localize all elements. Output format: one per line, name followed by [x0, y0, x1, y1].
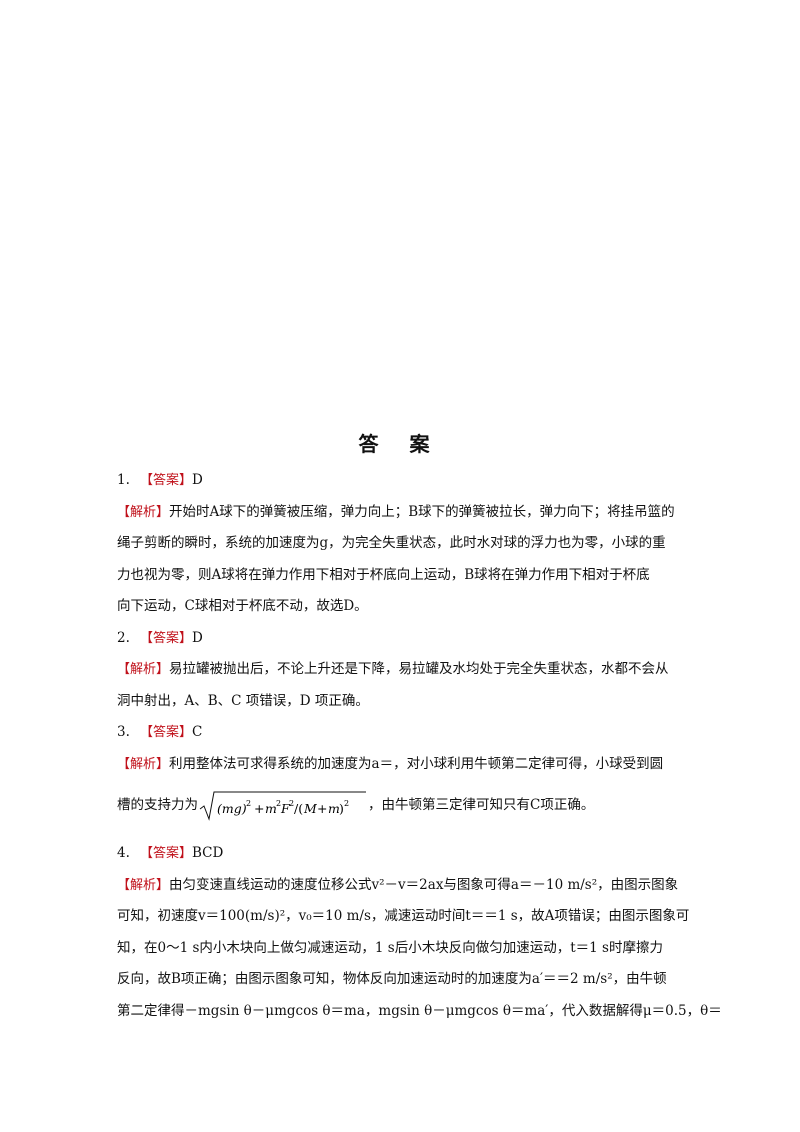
- svg-text:/(: /(: [294, 801, 303, 816]
- analysis-line: 反向，故B项正确；由图示图象可知，物体反向加速运动时的加速度为a′＝＝2 m/s…: [117, 971, 667, 987]
- item-number: 1.: [117, 472, 130, 488]
- svg-text:): ): [339, 801, 344, 816]
- analysis-line: 【解析】利用整体法可求得系统的加速度为a＝，对小球利用牛顿第二定律可得，小球受到…: [117, 754, 687, 774]
- formula-line: 槽的支持力为 (mg) 2 + m 2 F 2 /( M + m ) 2: [117, 785, 687, 825]
- analysis-text: 开始时A球下的弹簧被压缩，弹力向上；B球下的弹簧被拉长，弹力向下；将挂吊篮的: [169, 503, 675, 520]
- answer-value: C: [192, 724, 203, 740]
- page-title: 答 案: [358, 432, 442, 456]
- analysis-line: 【解析】易拉罐被抛出后，不论上升还是下降，易拉罐及水均处于完全失重状态，水都不会…: [117, 659, 687, 679]
- formula-prefix: 槽的支持力为: [117, 797, 198, 813]
- svg-text:2: 2: [289, 799, 294, 808]
- item-number: 2.: [117, 629, 130, 646]
- item-number: 3.: [117, 724, 130, 740]
- analysis-line: 可知，初速度v＝100(m/s)²，v₀＝10 m/s，减速运动时间t＝＝1 s…: [117, 908, 690, 924]
- answer-value: D: [192, 472, 203, 488]
- analysis-tag: 【解析】: [117, 756, 170, 772]
- analysis-line: 绳子剪断的瞬时，系统的加速度为g，为完全失重状态，此时水对球的浮力也为零，小球的…: [117, 535, 666, 551]
- analysis-tag: 【解析】: [117, 877, 170, 893]
- analysis-text: 利用整体法可求得系统的加速度为a＝，对小球利用牛顿第二定律可得，小球受到圆: [169, 755, 664, 772]
- answer-line-2: 2. 【答案】D: [117, 628, 687, 648]
- svg-text:F: F: [280, 801, 291, 816]
- analysis-tag: 【解析】: [117, 662, 170, 677]
- analysis-line: 力也视为零，则A球将在弹力作用下相对于杯底向上运动，B球将在弹力作用下相对于杯底: [117, 566, 650, 583]
- analysis-line: 知，在0～1 s内小木块向上做匀减速运动，1 s后小木块反向做匀加速运动，t＝1…: [117, 939, 663, 956]
- analysis-text: 易拉罐被抛出后，不论上升还是下降，易拉罐及水均处于完全失重状态，水都不会从: [169, 661, 669, 677]
- answer-value: BCD: [192, 845, 224, 861]
- svg-text:M: M: [303, 801, 318, 816]
- analysis-text: 由匀变速直线运动的速度位移公式v²－v＝2ax与图象可得a＝－10 m/s²，由…: [169, 876, 679, 893]
- svg-text:2: 2: [246, 799, 251, 808]
- item-number: 4.: [117, 845, 130, 861]
- answer-tag: 【答案】: [140, 725, 193, 740]
- svg-text:(mg): (mg): [217, 801, 247, 816]
- answer-list: 1. 【答案】D 【解析】开始时A球下的弹簧被压缩，弹力向上；B球下的弹簧被拉长，…: [117, 470, 722, 1032]
- svg-text:+: +: [317, 801, 327, 816]
- answer-line-3: 3. 【答案】C: [117, 722, 687, 742]
- answer-line-4: 4. 【答案】BCD: [117, 843, 687, 863]
- sqrt-formula-svg: (mg) 2 + m 2 F 2 /( M + m ) 2: [199, 791, 366, 821]
- analysis-line: 向下运动，C球相对于杯底不动，故选D。: [117, 598, 368, 614]
- analysis-line: 第二定律得－mgsin θ－μmgcos θ＝ma，mgsin θ－μmgcos…: [117, 1002, 722, 1019]
- formula-suffix: ，由牛顿第三定律可知只有C项正确。: [368, 797, 595, 813]
- answer-tag: 【答案】: [140, 473, 193, 488]
- svg-text:m: m: [328, 801, 340, 816]
- analysis-tag: 【解析】: [117, 504, 170, 520]
- answer-line-1: 1. 【答案】D: [117, 470, 687, 490]
- svg-text:2: 2: [344, 799, 349, 808]
- answer-tag: 【答案】: [140, 846, 193, 861]
- svg-text:2: 2: [276, 799, 281, 808]
- analysis-line: 【解析】由匀变速直线运动的速度位移公式v²－v＝2ax与图象可得a＝－10 m/…: [117, 875, 687, 895]
- sqrt-formula: (mg) 2 + m 2 F 2 /( M + m ) 2: [198, 789, 368, 823]
- analysis-line: 【解析】开始时A球下的弹簧被压缩，弹力向上；B球下的弹簧被拉长，弹力向下；将挂吊…: [117, 502, 687, 522]
- answer-tag: 【答案】: [140, 630, 193, 646]
- svg-text:m: m: [265, 801, 277, 816]
- svg-text:+: +: [254, 801, 264, 816]
- analysis-line: 洞中射出，A、B、C 项错误，D 项正确。: [117, 692, 369, 709]
- answer-value: D: [192, 629, 203, 646]
